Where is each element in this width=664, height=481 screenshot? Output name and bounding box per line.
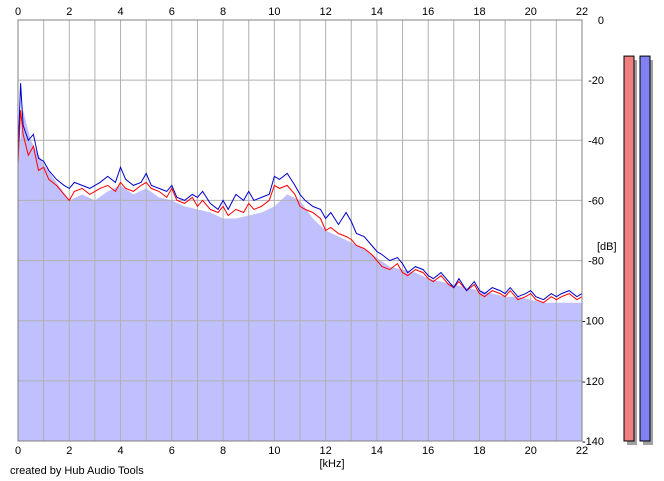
x-tick-label-top: 0: [15, 6, 21, 18]
plot-border: [17, 19, 583, 442]
series-line-blue: [17, 83, 583, 301]
x-tick-label-bottom: 0: [15, 445, 21, 457]
x-tick-label-top: 20: [525, 6, 537, 18]
x-tick-label-top: 6: [169, 6, 175, 18]
level-meter-left: [623, 55, 635, 442]
y-tick-label: 0: [598, 15, 604, 27]
series-line-red: [17, 110, 583, 304]
x-tick-label-top: 2: [66, 6, 72, 18]
x-tick-labels-bottom: 0 2 4 6 8 10 12 14 16 18 20 22: [15, 445, 588, 457]
level-meter-right: [639, 55, 651, 442]
x-tick-label-bottom: 8: [220, 445, 226, 457]
x-tick-label-bottom: 14: [371, 445, 383, 457]
x-tick-label-top: 8: [220, 6, 226, 18]
x-tick-label-bottom: 20: [525, 445, 537, 457]
x-tick-label-top: 18: [473, 6, 485, 18]
x-tick-label-bottom: 22: [576, 445, 588, 457]
y-tick-label: -100: [582, 316, 604, 328]
y-axis-unit-label: [dB]: [597, 241, 617, 253]
y-tick-label: -40: [588, 135, 604, 147]
x-tick-label-top: 14: [371, 6, 383, 18]
x-tick-label-top: 16: [422, 6, 434, 18]
plot-frame: [17, 19, 583, 442]
x-tick-label-bottom: 12: [320, 445, 332, 457]
x-tick-label-bottom: 16: [422, 445, 434, 457]
x-tick-labels-top: 0 2 4 6 8 10 12 14 16 18 20 22: [15, 6, 588, 18]
x-tick-label-bottom: 10: [268, 445, 280, 457]
x-tick-label-top: 4: [117, 6, 123, 18]
x-tick-label-bottom: 18: [473, 445, 485, 457]
grid-layer: [17, 19, 583, 442]
x-tick-label-bottom: 4: [117, 445, 123, 457]
x-tick-label-bottom: 6: [169, 445, 175, 457]
x-tick-label-top: 10: [268, 6, 280, 18]
y-tick-label: -120: [582, 376, 604, 388]
credit-text: created by Hub Audio Tools: [10, 465, 144, 477]
y-tick-labels-right: 0 -20 -40 -60 -80 -100 -120 -140: [582, 15, 604, 448]
y-tick-label: -140: [582, 436, 604, 448]
x-tick-label-bottom: 2: [66, 445, 72, 457]
level-meters: [623, 55, 653, 445]
y-tick-label: -20: [588, 75, 604, 87]
series-layer: [17, 83, 583, 304]
y-tick-label: -60: [588, 195, 604, 207]
x-axis-unit-label: [kHz]: [319, 458, 344, 470]
x-tick-label-top: 12: [320, 6, 332, 18]
y-tick-label: -80: [588, 256, 604, 268]
x-tick-label-top: 22: [576, 6, 588, 18]
